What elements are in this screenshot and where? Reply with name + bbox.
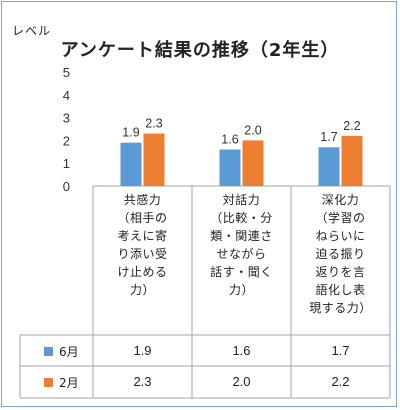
category-label: 深化力 （学習のねらいに迫る振り返りを言語化し表現する力）: [293, 191, 389, 317]
chart-title: アンケート結果の推移（2年生）: [60, 40, 340, 61]
category-label-line: 考えに寄: [117, 229, 168, 243]
legend-label: 6月: [59, 344, 79, 359]
legend-label: 2月: [59, 375, 79, 390]
category-label-line: 力）: [129, 283, 155, 297]
category-label-line: （相手の: [117, 211, 168, 225]
table-cell: 1.9: [133, 343, 152, 358]
data-label: 2.0: [244, 123, 261, 137]
category-label-line: ねらいに: [315, 229, 366, 243]
data-label: 1.7: [320, 130, 337, 144]
y-tick-label: 2: [63, 133, 70, 148]
bar-series1: [318, 147, 340, 186]
table-cell: 2.0: [232, 374, 251, 389]
category-label-line: 返りを言: [315, 265, 366, 279]
category-label-line: 類・関連さ: [210, 229, 273, 243]
data-label: 2.2: [343, 119, 360, 133]
bar-series2: [341, 135, 363, 186]
data-label: 1.6: [221, 133, 238, 147]
table-cell: 1.6: [232, 343, 251, 358]
legend-item: 2月: [30, 367, 92, 397]
y-tick-label: 1: [63, 156, 70, 171]
table-cell: 1.7: [331, 343, 350, 358]
category-label: 対話力 （比較・分類・関連させながら話す・聞く力）: [194, 191, 290, 299]
legend-item: 6月: [30, 336, 92, 366]
bar-series1: [219, 149, 241, 186]
table-cell: 2.2: [331, 374, 350, 389]
category-label: 共感力 （相手の考えに寄り添い受け止める力）: [95, 191, 191, 299]
category-label-line: 力）: [228, 283, 254, 297]
category-label-line: け止める: [117, 265, 168, 279]
table-cell: 2.3: [133, 374, 152, 389]
category-label-line: せながら: [216, 247, 267, 261]
category-label-line: 迫る振り: [315, 247, 366, 261]
category-label-line: 共感力: [123, 193, 162, 207]
category-label-line: 現する力）: [309, 301, 372, 315]
category-label-line: （比較・分: [210, 211, 273, 225]
category-label-line: （学習の: [315, 211, 366, 225]
data-label: 1.9: [122, 126, 139, 140]
legend-swatch: [44, 346, 53, 356]
bar-series2: [143, 133, 165, 186]
category-label-line: 話す・聞く: [210, 265, 273, 279]
data-label: 2.3: [145, 117, 162, 131]
bar-series2: [242, 140, 264, 186]
category-label-line: り添い受: [117, 247, 168, 261]
y-axis-label: レベル: [12, 24, 52, 38]
bar-series1: [120, 142, 142, 186]
y-tick-label: 3: [63, 111, 70, 126]
y-tick-label: 5: [63, 65, 70, 80]
legend-swatch: [44, 377, 53, 387]
category-label-line: 語化し表: [315, 283, 366, 297]
category-label-line: 対話力: [222, 193, 261, 207]
y-tick-label: 4: [63, 88, 70, 103]
category-label-line: 深化力: [321, 193, 360, 207]
y-tick-label: 0: [63, 179, 70, 194]
